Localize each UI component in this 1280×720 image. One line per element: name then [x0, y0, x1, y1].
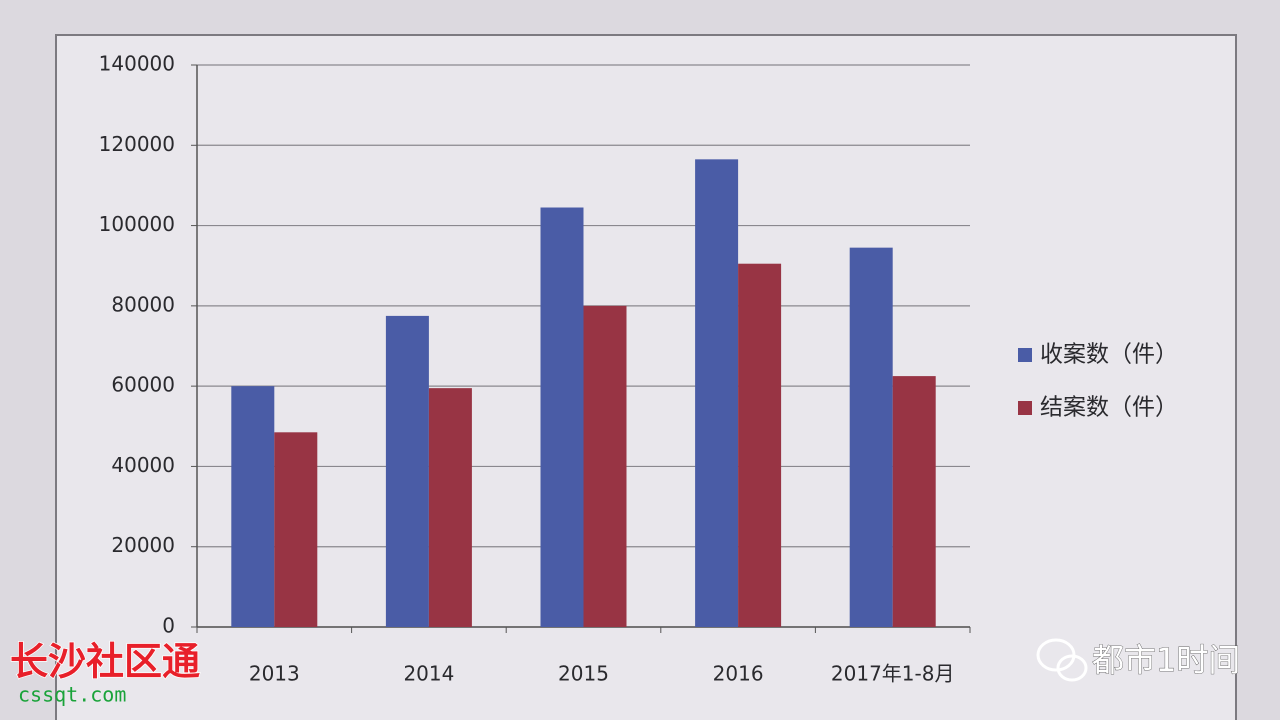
bar	[274, 432, 318, 627]
watermark-url: cssqt.com	[18, 683, 126, 707]
y-tick-label: 140000	[99, 52, 175, 76]
bar	[695, 159, 739, 628]
plot: 0 20000 40000 60000 80000 100000 120000 140000 2…	[99, 52, 1178, 686]
y-tick-label: 0	[162, 614, 175, 638]
legend-swatch	[1018, 401, 1032, 415]
bar	[849, 247, 893, 627]
y-tick-label: 60000	[111, 373, 175, 397]
bar	[738, 263, 782, 627]
bar	[231, 386, 275, 627]
legend-label: 收案数（件）	[1040, 342, 1178, 368]
y-tick-label: 40000	[111, 453, 175, 477]
x-tick-label: 2015	[558, 662, 609, 686]
y-tick-label: 20000	[111, 533, 175, 557]
y-tick-label: 80000	[111, 292, 175, 316]
x-tick-label: 2017年1-8月	[831, 662, 955, 686]
watermark: 都市1时间	[1092, 641, 1240, 679]
legend-label: 结案数（件）	[1040, 395, 1178, 421]
bar	[428, 388, 472, 627]
y-tick-label: 100000	[99, 212, 175, 236]
legend-swatch	[1018, 348, 1032, 362]
watermark: 长沙社区通	[10, 640, 200, 684]
x-tick-label: 2016	[713, 662, 764, 686]
bar	[540, 207, 584, 627]
bar	[583, 305, 627, 627]
bar	[385, 315, 429, 627]
wechat-icon	[1036, 638, 1088, 682]
bar	[892, 376, 936, 627]
x-tick-label: 2013	[249, 662, 300, 686]
x-tick-label: 2014	[403, 662, 454, 686]
y-tick-label: 120000	[99, 132, 175, 156]
